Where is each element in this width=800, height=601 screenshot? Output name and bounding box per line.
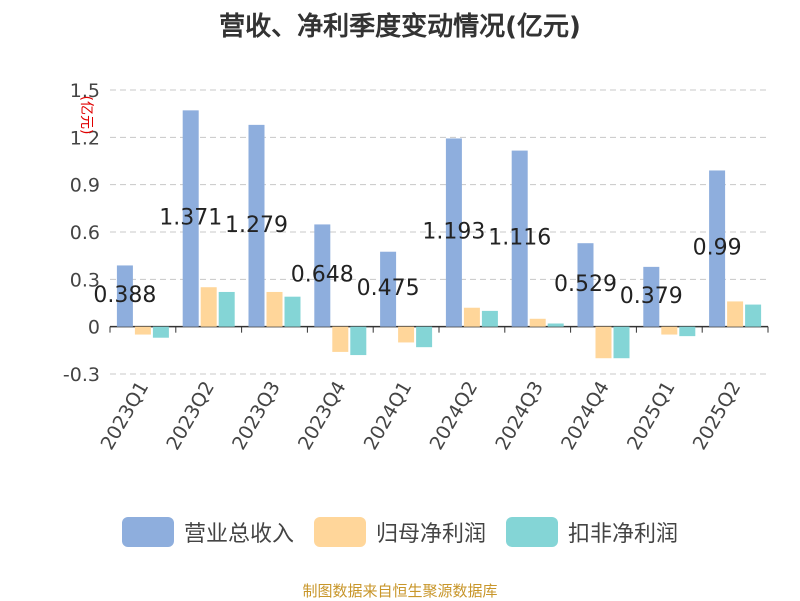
- data-label-revenue: 1.371: [159, 206, 222, 231]
- legend-swatch-revenue: [121, 517, 174, 547]
- bar-net-profit[interactable]: [595, 326, 612, 359]
- data-label-revenue: 0.475: [357, 276, 420, 301]
- x-tick-label: 2024Q3: [491, 378, 548, 454]
- data-label-revenue: 0.388: [93, 283, 156, 308]
- legend-item-deducted-profit[interactable]: 扣非净利润: [506, 516, 678, 548]
- legend-item-net-profit[interactable]: 归母净利润: [313, 516, 486, 548]
- bar-revenue[interactable]: [511, 150, 528, 327]
- bar-deducted-profit[interactable]: [481, 310, 498, 327]
- y-tick-label: 0.6: [70, 222, 100, 244]
- legend-label-net-profit: 归母净利润: [375, 522, 486, 547]
- x-tick-label: 2023Q2: [162, 378, 219, 454]
- bar-deducted-profit[interactable]: [350, 326, 367, 356]
- y-tick-label: 0: [88, 317, 100, 339]
- y-tick-label: -0.3: [63, 364, 100, 386]
- legend-swatch-net-profit: [313, 517, 366, 547]
- bar-net-profit[interactable]: [332, 326, 349, 352]
- bar-deducted-profit[interactable]: [679, 326, 696, 337]
- data-label-revenue: 0.99: [693, 236, 742, 261]
- x-tick-label: 2024Q4: [557, 378, 614, 454]
- legend-label-revenue: 营业总收入: [183, 522, 294, 547]
- bar-net-profit[interactable]: [727, 301, 744, 327]
- data-source-note: 制图数据来自恒生聚源数据库: [302, 582, 498, 600]
- bar-net-profit[interactable]: [134, 326, 151, 335]
- data-label-revenue: 0.648: [291, 263, 354, 288]
- chart-legend: 营业总收入 归母净利润 扣非净利润: [0, 516, 800, 548]
- bar-net-profit[interactable]: [266, 291, 283, 327]
- bar-revenue[interactable]: [116, 265, 133, 327]
- bar-revenue[interactable]: [577, 243, 594, 327]
- bar-revenue[interactable]: [445, 138, 462, 327]
- bar-deducted-profit[interactable]: [613, 326, 630, 359]
- data-label-revenue: 0.529: [554, 272, 617, 297]
- bar-deducted-profit[interactable]: [152, 326, 169, 338]
- bar-deducted-profit[interactable]: [218, 291, 235, 327]
- bar-deducted-profit[interactable]: [284, 296, 301, 327]
- bar-deducted-profit[interactable]: [547, 323, 564, 327]
- y-tick-label: 0.9: [70, 175, 100, 197]
- bar-revenue[interactable]: [709, 170, 726, 327]
- data-label-revenue: 1.116: [488, 226, 551, 251]
- chart-title: 营收、净利季度变动情况(亿元): [219, 12, 581, 42]
- bar-deducted-profit[interactable]: [745, 304, 762, 327]
- bar-revenue[interactable]: [248, 124, 265, 327]
- x-tick-label: 2025Q2: [689, 378, 746, 454]
- x-tick-label: 2025Q1: [623, 378, 680, 454]
- y-tick-label: 1.5: [70, 80, 100, 102]
- bar-net-profit[interactable]: [398, 326, 415, 343]
- data-label-revenue: 0.379: [620, 284, 683, 309]
- y-tick-label: 1.2: [70, 127, 100, 149]
- legend-label-deducted-profit: 扣非净利润: [568, 522, 679, 547]
- x-tick-label: 2023Q4: [294, 378, 351, 454]
- bar-revenue[interactable]: [314, 224, 331, 327]
- bar-net-profit[interactable]: [463, 307, 480, 327]
- bar-revenue[interactable]: [643, 266, 660, 327]
- bar-net-profit[interactable]: [529, 318, 546, 327]
- data-label-revenue: 1.193: [422, 220, 485, 245]
- bar-net-profit[interactable]: [661, 326, 678, 335]
- bar-deducted-profit[interactable]: [416, 326, 433, 348]
- y-axis-label: (亿元): [78, 96, 94, 135]
- data-label-revenue: 1.279: [225, 213, 288, 238]
- bar-chart: -0.300.30.60.91.21.5(亿元)2023Q1 2023Q2 2023…: [63, 80, 769, 454]
- y-tick-label: 0.3: [70, 269, 100, 291]
- legend-item-revenue[interactable]: 营业总收入: [121, 516, 294, 548]
- bar-revenue[interactable]: [182, 110, 199, 327]
- x-tick-label: 2023Q3: [228, 378, 285, 454]
- bar-net-profit[interactable]: [200, 287, 217, 327]
- legend-swatch-deducted-profit: [506, 517, 558, 547]
- x-tick-label: 2024Q1: [360, 378, 417, 454]
- x-tick-label: 2023Q1: [96, 378, 153, 454]
- x-tick-label: 2024Q2: [425, 378, 482, 454]
- bar-revenue[interactable]: [380, 251, 397, 327]
